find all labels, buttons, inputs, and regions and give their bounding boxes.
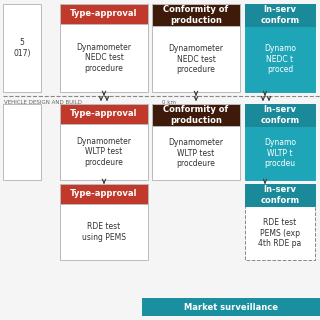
Text: Type-approval: Type-approval xyxy=(70,10,138,19)
Text: In-serv
conform: In-serv conform xyxy=(260,185,300,205)
Bar xyxy=(245,184,315,206)
Text: RDE test
PEMS (exp
4th RDE pa: RDE test PEMS (exp 4th RDE pa xyxy=(258,218,302,248)
Text: In-serv
conform: In-serv conform xyxy=(260,105,300,125)
Text: Conformity of
production: Conformity of production xyxy=(164,105,228,125)
Bar xyxy=(245,4,315,26)
Text: Dynamometer
NEDC test
procedure: Dynamometer NEDC test procedure xyxy=(169,44,223,74)
Bar xyxy=(3,4,41,92)
Text: Dynamometer
WLTP test
procdeure: Dynamometer WLTP test procdeure xyxy=(169,138,223,168)
Text: Market surveillance: Market surveillance xyxy=(184,302,278,311)
Text: 5
017): 5 017) xyxy=(13,38,31,58)
Bar xyxy=(3,104,41,180)
Text: VEHICLE DESIGN AND BUILD: VEHICLE DESIGN AND BUILD xyxy=(4,100,82,105)
Text: Dynamo
NEDC t
proced: Dynamo NEDC t proced xyxy=(264,44,296,74)
Bar xyxy=(152,104,240,180)
Bar xyxy=(60,4,148,24)
Bar xyxy=(245,104,315,126)
Bar xyxy=(60,104,148,180)
Text: RDE test
using PEMS: RDE test using PEMS xyxy=(82,222,126,242)
Bar xyxy=(152,4,240,26)
Bar xyxy=(245,184,315,260)
Bar xyxy=(245,4,315,92)
Bar xyxy=(60,184,148,204)
Bar xyxy=(152,4,240,92)
Text: Dynamometer
NEDC test
procedure: Dynamometer NEDC test procedure xyxy=(76,43,132,73)
Text: Dynamo
WLTP t
procdeu: Dynamo WLTP t procdeu xyxy=(264,138,296,168)
Text: Conformity of
production: Conformity of production xyxy=(164,5,228,25)
Bar xyxy=(60,4,148,92)
Bar xyxy=(60,184,148,260)
Text: Type-approval: Type-approval xyxy=(70,109,138,118)
Bar xyxy=(142,298,320,316)
Text: In-serv
conform: In-serv conform xyxy=(260,5,300,25)
Text: Type-approval: Type-approval xyxy=(70,189,138,198)
Bar xyxy=(245,104,315,180)
Text: Dynamometer
WLTP test
procdeure: Dynamometer WLTP test procdeure xyxy=(76,137,132,167)
Bar xyxy=(60,104,148,124)
Text: 0 km: 0 km xyxy=(162,100,176,105)
Bar xyxy=(152,104,240,126)
